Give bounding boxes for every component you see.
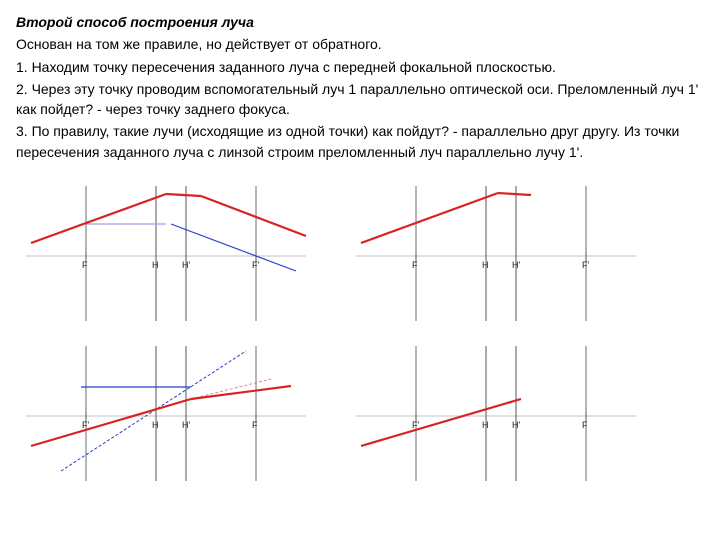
svg-text:H': H'	[182, 260, 190, 270]
svg-text:F: F	[82, 260, 88, 270]
diagram-1: F H H' F'	[16, 176, 316, 326]
svg-text:H': H'	[182, 420, 190, 430]
diagram-3: F'HH'F	[16, 336, 316, 486]
svg-text:H': H'	[512, 420, 520, 430]
title: Второй способ построения луча	[16, 12, 704, 32]
diagram-row-2: F'HH'F F'HH'F	[16, 336, 704, 486]
instructions-text: Второй способ построения луча Основан на…	[16, 12, 704, 162]
svg-text:H: H	[482, 260, 489, 270]
svg-text:F: F	[252, 420, 258, 430]
svg-text:H: H	[152, 260, 159, 270]
svg-text:F': F'	[252, 260, 259, 270]
diagram-row-1: F H H' F' F H H' F'	[16, 176, 704, 326]
paragraph-1: 1. Находим точку пересечения заданного л…	[16, 57, 704, 77]
svg-text:F: F	[412, 260, 418, 270]
paragraph-2: 2. Через эту точку проводим вспомогатель…	[16, 79, 704, 120]
diagrams-container: F H H' F' F H H' F' F' H H' F F' H H' F	[16, 176, 704, 486]
svg-text:H: H	[482, 420, 489, 430]
diagram-2: F H H' F'	[346, 176, 646, 326]
svg-text:F': F'	[582, 260, 589, 270]
paragraph-3: 3. По правилу, такие лучи (исходящие из …	[16, 121, 704, 162]
diagram-4: F'HH'F	[346, 336, 646, 486]
paragraph-0: Основан на том же правиле, но действует …	[16, 34, 704, 54]
svg-text:H': H'	[512, 260, 520, 270]
svg-text:F: F	[582, 420, 588, 430]
svg-text:H: H	[152, 420, 159, 430]
